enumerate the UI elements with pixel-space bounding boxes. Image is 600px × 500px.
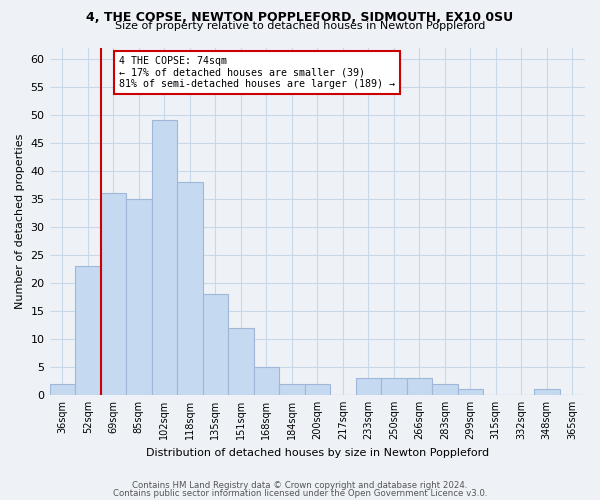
- Text: Size of property relative to detached houses in Newton Poppleford: Size of property relative to detached ho…: [115, 21, 485, 31]
- Bar: [50, 384, 75, 395]
- Bar: [152, 120, 177, 395]
- Bar: [101, 193, 126, 395]
- Bar: [75, 266, 101, 395]
- Bar: [381, 378, 407, 395]
- Bar: [126, 199, 152, 395]
- Text: Contains HM Land Registry data © Crown copyright and database right 2024.: Contains HM Land Registry data © Crown c…: [132, 481, 468, 490]
- Bar: [458, 390, 483, 395]
- Bar: [407, 378, 432, 395]
- Bar: [254, 367, 279, 395]
- Bar: [305, 384, 330, 395]
- Text: 4, THE COPSE, NEWTON POPPLEFORD, SIDMOUTH, EX10 0SU: 4, THE COPSE, NEWTON POPPLEFORD, SIDMOUT…: [86, 11, 514, 24]
- Bar: [432, 384, 458, 395]
- Bar: [203, 294, 228, 395]
- Bar: [356, 378, 381, 395]
- Bar: [279, 384, 305, 395]
- Y-axis label: Number of detached properties: Number of detached properties: [15, 134, 25, 309]
- Bar: [228, 328, 254, 395]
- Bar: [177, 182, 203, 395]
- Text: 4 THE COPSE: 74sqm
← 17% of detached houses are smaller (39)
81% of semi-detache: 4 THE COPSE: 74sqm ← 17% of detached hou…: [119, 56, 395, 90]
- Text: Contains public sector information licensed under the Open Government Licence v3: Contains public sector information licen…: [113, 488, 487, 498]
- Bar: [534, 390, 560, 395]
- X-axis label: Distribution of detached houses by size in Newton Poppleford: Distribution of detached houses by size …: [146, 448, 489, 458]
